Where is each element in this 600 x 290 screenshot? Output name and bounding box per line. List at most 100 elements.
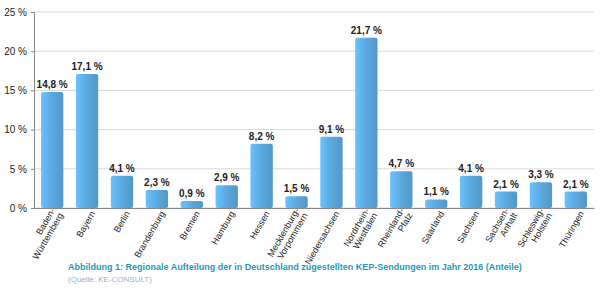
x-tick: Thüringen [557, 208, 586, 249]
x-tick: Sachsen-Anhalt [483, 206, 519, 249]
x-tick: Brandenburg [132, 208, 167, 259]
x-tick-label: Saarland [420, 209, 447, 245]
x-tick-label: Berlin [112, 209, 132, 234]
x-tick-label: Hessen [248, 209, 272, 240]
data-label: 0,9 % [179, 188, 205, 199]
y-tick-mark [31, 51, 34, 52]
x-tick-label: Bayern [74, 209, 97, 239]
data-label: 1,5 % [284, 183, 310, 194]
x-tick-label-line: Brandenburg [132, 209, 167, 259]
grid [34, 12, 594, 208]
y-tick: 10 % [4, 124, 34, 135]
bar [355, 38, 377, 208]
y-tick-label: 10 % [4, 124, 27, 135]
x-tick: Sachsen [455, 208, 481, 245]
bar [565, 192, 587, 208]
data-label: 4,1 % [458, 163, 484, 174]
subtitle: (Quelle: KE-CONSULT) [68, 275, 152, 284]
x-tick-label: Sachsen [455, 209, 481, 244]
x-tick-label: Bremen [177, 209, 201, 241]
data-label: 9,1 % [319, 124, 345, 135]
bar [495, 192, 517, 208]
x-tick-label-line: Niedersachsen [303, 209, 342, 266]
data-label: 17,1 % [71, 61, 102, 72]
y-tick-label: 20 % [4, 46, 27, 57]
x-tick-label: Schleswig-Holstein [516, 206, 555, 253]
x-tick: Rheinland-Pfalz [376, 206, 415, 254]
x-tick: Berlin [112, 208, 132, 234]
bar [285, 196, 307, 208]
x-tick-label-line: Bayern [74, 209, 97, 239]
bars [41, 38, 587, 208]
x-tick-label: Rheinland-Pfalz [376, 206, 415, 254]
data-label: 4,7 % [388, 158, 414, 169]
x-axis: Baden-Württemberg Bayern BerlinBrandenburg… [22, 206, 594, 266]
data-label: 2,9 % [214, 172, 240, 183]
x-tick-label-line: Thüringen [557, 209, 586, 249]
grid-line [34, 12, 594, 13]
x-tick-label-line: Berlin [112, 209, 132, 234]
x-tick-label: Sachsen-Anhalt [483, 206, 519, 249]
x-tick-label: Niedersachsen [303, 209, 342, 266]
y-tick-label: 25 % [4, 7, 27, 18]
x-tick: Bremen [177, 208, 201, 242]
x-tick-label: Thüringen [557, 209, 586, 249]
x-tick-label: Nordrhein-Westfalen [341, 206, 379, 253]
x-tick-label: Mecklenburg-Vorpommern [266, 206, 310, 263]
data-label: 2,3 % [144, 177, 170, 188]
y-tick-mark [31, 208, 34, 209]
bar [146, 190, 168, 208]
y-tick-mark [31, 169, 34, 170]
grid-line [34, 90, 594, 91]
x-tick-label-line: Holstein [529, 211, 554, 244]
x-tick: Bayern [74, 208, 97, 239]
y-tick: 25 % [4, 7, 34, 18]
x-tick: Mecklenburg-Vorpommern [266, 206, 310, 263]
grid-line [34, 129, 594, 130]
data-label: 2,1 % [563, 179, 589, 190]
bar [216, 185, 238, 208]
y-tick-label: 0 % [10, 203, 27, 214]
data-label: 2,1 % [493, 179, 519, 190]
y-axis-line [31, 13, 35, 209]
chart: 14,8 %17,1 % 4,1 % 2,3 % 0,9 % 2,9 % 8,2 % 1,5… [0, 0, 600, 290]
y-tick: 20 % [4, 46, 34, 57]
bar [390, 171, 412, 208]
y-axis: 0 % 5 % 10 % 15 % 20 % 25 % [4, 7, 34, 214]
data-label: 1,1 % [423, 186, 449, 197]
y-tick-mark [31, 12, 34, 13]
bar [250, 144, 272, 208]
data-label: 21,7 % [351, 25, 382, 36]
x-tick: Schleswig-Holstein [516, 206, 555, 253]
y-tick-mark [31, 90, 34, 91]
bar [41, 92, 63, 208]
plot: 14,8 %17,1 % 4,1 % 2,3 % 0,9 % 2,9 % 8,2 % 1,5… [4, 7, 594, 267]
bar [460, 176, 482, 208]
bar [181, 201, 203, 208]
x-tick: Hamburg [210, 208, 237, 246]
x-tick: Baden-Württemberg [22, 206, 65, 261]
x-axis-line [35, 208, 595, 209]
x-tick-label-line: Hessen [248, 209, 272, 240]
bar [530, 182, 552, 208]
x-tick-label-line: Sachsen [455, 209, 481, 244]
x-tick-label-line: Anhalt [498, 211, 520, 239]
data-labels: 14,8 %17,1 % 4,1 % 2,3 % 0,9 % 2,9 % 8,2 % 1,5… [37, 25, 589, 199]
x-tick-label: Brandenburg [132, 209, 167, 259]
x-tick-label-line: Pfalz [396, 211, 415, 234]
data-label: 3,3 % [528, 169, 554, 180]
y-tick-label: 15 % [4, 85, 27, 96]
x-tick-label-line: Württemberg [31, 211, 66, 261]
y-tick: 0 % [10, 203, 34, 214]
x-tick: Saarland [420, 208, 447, 246]
data-label: 14,8 % [37, 79, 68, 90]
bar [111, 176, 133, 208]
title: Abbildung 1: Regionale Aufteilung der in… [68, 262, 522, 272]
x-tick-label: Hamburg [210, 209, 237, 246]
y-tick-label: 5 % [10, 164, 27, 175]
data-label: 8,2 % [249, 131, 275, 142]
grid-line [34, 51, 594, 52]
x-tick: Hessen [248, 208, 272, 241]
bar [320, 137, 342, 208]
x-tick: Nordrhein-Westfalen [341, 206, 379, 253]
